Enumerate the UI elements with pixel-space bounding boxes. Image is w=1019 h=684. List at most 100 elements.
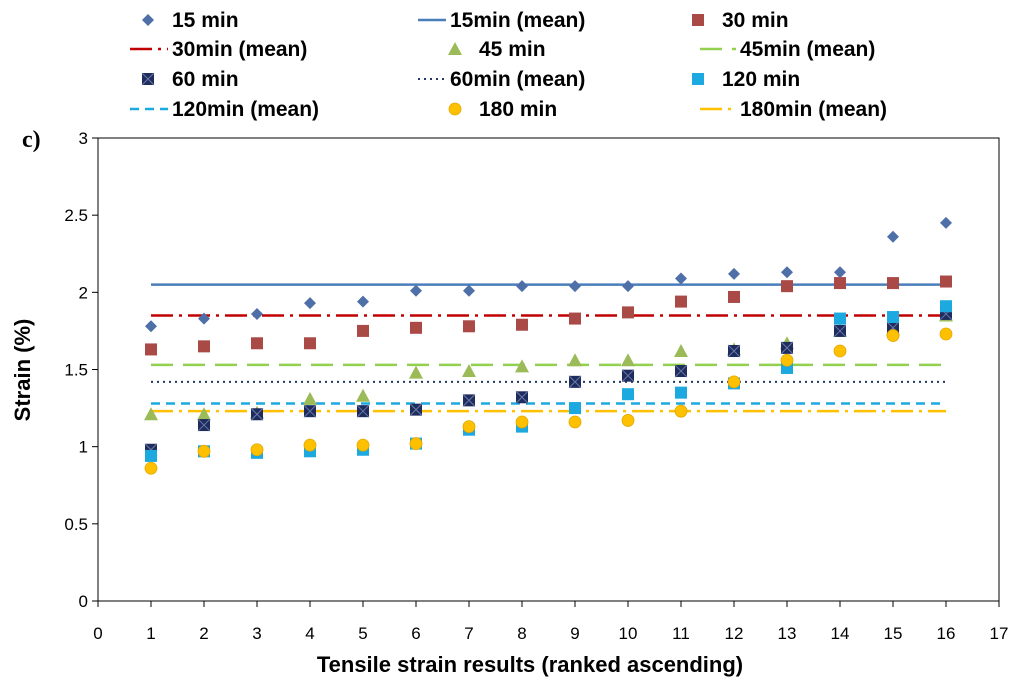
data-point (462, 394, 476, 407)
data-point (833, 324, 847, 338)
data-point (675, 272, 687, 285)
x-tick-label: 7 (464, 624, 473, 643)
data-point (145, 343, 157, 356)
x-tick-label: 2 (199, 624, 208, 643)
y-tick-label: 2 (79, 283, 88, 302)
data-point (356, 388, 370, 402)
legend-label: 60min (mean) (450, 68, 585, 91)
data-point (675, 295, 687, 308)
legend-marker (692, 73, 704, 85)
data-point (356, 438, 370, 452)
plot-area (97, 137, 1000, 602)
legend-item-45-min: 45 min (448, 38, 546, 61)
data-point (356, 404, 370, 418)
data-point (569, 402, 581, 415)
data-point (144, 461, 158, 475)
data-point (250, 443, 264, 457)
data-point (939, 327, 953, 341)
data-point (144, 407, 158, 421)
x-tick-label: 4 (305, 624, 314, 643)
x-tick-label: 11 (672, 624, 690, 643)
x-tick-label: 8 (517, 624, 526, 643)
data-point (674, 343, 688, 357)
data-point (304, 297, 316, 310)
x-tick-label: 14 (831, 624, 850, 643)
x-tick-label: 12 (725, 624, 744, 643)
series-15-min (145, 216, 952, 333)
data-point (940, 275, 952, 288)
data-point (410, 321, 422, 334)
x-tick-label: 6 (411, 624, 420, 643)
data-point (727, 344, 741, 358)
series-180-min (144, 327, 953, 475)
x-tick-label: 9 (570, 624, 579, 643)
data-point (887, 277, 899, 290)
data-point (728, 267, 740, 280)
x-tick-label: 5 (358, 624, 367, 643)
legend-label: 60 min (172, 68, 239, 91)
y-axis-title: Strain (%) (10, 319, 35, 422)
data-point (410, 284, 422, 297)
data-point (886, 329, 900, 342)
x-tick-label: 16 (937, 624, 956, 643)
legend-marker (692, 14, 704, 26)
y-axis: 0 0.5 1 1.5 2 2.5 3 (64, 129, 98, 611)
data-point (409, 365, 423, 379)
legend-label: 120min (mean) (172, 98, 319, 121)
y-tick-label: 1 (79, 438, 88, 457)
data-point (622, 388, 634, 401)
data-point (516, 280, 528, 293)
data-point (940, 300, 952, 313)
data-point (462, 364, 476, 378)
data-point (621, 414, 635, 427)
legend-item-120-min: 120 min (692, 68, 800, 91)
series-30-min (145, 275, 952, 356)
data-point (409, 403, 423, 416)
legend-item-60-min: 60 min (141, 68, 239, 91)
data-point (621, 369, 635, 383)
legend-label: 45 min (479, 38, 546, 61)
data-point (834, 277, 846, 290)
x-axis-title: Tensile strain results (ranked ascending… (317, 652, 743, 677)
x-tick-label: 1 (146, 624, 155, 643)
data-point (674, 364, 688, 378)
y-tick-label: 0 (79, 592, 88, 611)
data-points (144, 216, 953, 475)
data-point (781, 280, 793, 293)
x-tick-label: 10 (619, 624, 638, 643)
data-point (463, 284, 475, 297)
data-point (303, 391, 317, 405)
legend-label: 120 min (722, 68, 800, 91)
data-point (357, 295, 369, 308)
data-point (622, 306, 634, 319)
data-point (727, 375, 741, 389)
legend-item-45min-mean: 45min (mean) (700, 38, 875, 61)
data-point (887, 230, 899, 243)
data-point (780, 341, 794, 355)
data-point (675, 386, 687, 399)
data-point (674, 404, 688, 418)
data-point (834, 266, 846, 279)
data-point (622, 280, 634, 293)
data-point (197, 444, 211, 458)
data-point (569, 280, 581, 293)
legend-marker (448, 102, 462, 116)
data-point (251, 307, 263, 320)
legend-marker (448, 42, 462, 55)
data-point (515, 415, 529, 429)
data-point (198, 312, 210, 325)
data-point (251, 337, 263, 350)
data-point (781, 266, 793, 279)
x-axis: 0 1 2 3 4 5 6 7 8 9 10 11 12 13 14 15 16 17 (93, 601, 1008, 643)
data-point (515, 359, 529, 373)
data-point (940, 216, 952, 229)
legend-item-15-min: 15 min (142, 9, 239, 32)
data-point (250, 407, 264, 421)
data-point (303, 438, 317, 452)
data-point (198, 340, 210, 353)
legend-item-180-min: 180 min (448, 98, 557, 121)
legend-item-15min-mean: 15min (mean) (418, 9, 585, 32)
data-point (145, 320, 157, 333)
data-point (303, 404, 317, 418)
